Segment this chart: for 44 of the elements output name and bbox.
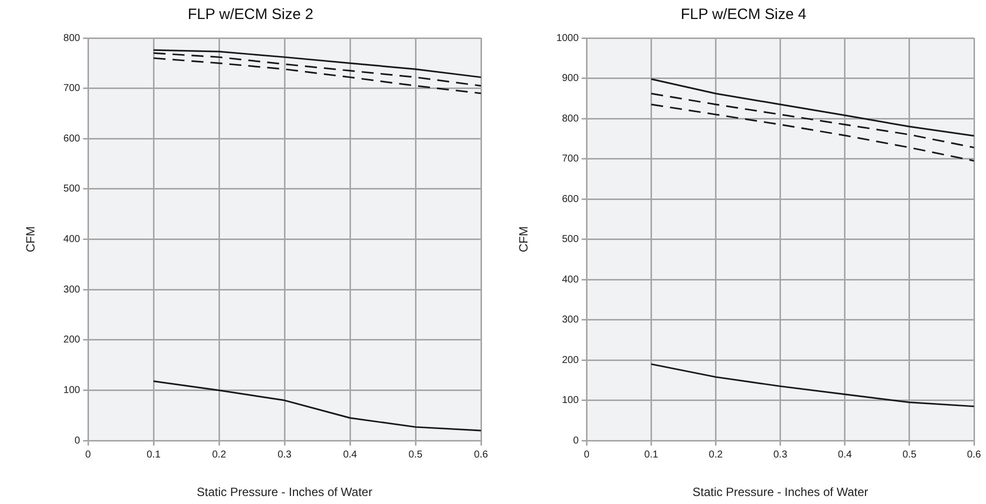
x-tick-label: 0 [85,449,92,460]
y-tick-label: 600 [63,133,81,144]
x-tick-label: 0 [584,449,590,460]
chart-title: FLP w/ECM Size 2 [188,6,314,24]
y-tick-label: 900 [562,73,580,84]
y-tick-label: 100 [63,385,81,396]
y-tick-label: 800 [562,113,580,124]
y-tick-label: 800 [63,32,81,44]
x-tick-label: 0.6 [474,449,488,460]
x-tick-label: 0.3 [773,449,788,460]
y-tick-label: 400 [562,274,580,286]
y-axis-title: CFM [516,226,531,252]
x-tick-label: 0.2 [708,449,724,460]
y-tick-label: 200 [562,354,580,366]
y-tick-label: 300 [63,284,81,296]
x-tick-label: 0.2 [212,449,226,460]
chart-title: FLP w/ECM Size 4 [680,6,806,24]
x-tick-label: 0.5 [902,449,917,460]
x-tick-label: 0.5 [408,449,423,460]
y-tick-label: 500 [63,184,81,195]
x-tick-label: 0.4 [838,449,852,460]
x-tick-label: 0.1 [146,449,161,460]
y-tick-label: 300 [562,314,580,326]
x-axis-title: Static Pressure - Inches of Water [196,485,372,500]
y-tick-label: 700 [63,83,81,94]
x-tick-label: 0.6 [967,449,982,460]
y-tick-label: 500 [562,234,580,246]
y-tick-label: 200 [63,334,81,346]
y-tick-label: 600 [562,194,580,205]
x-axis-title: Static Pressure - Inches of Water [692,485,868,500]
x-tick-label: 0.4 [343,449,358,460]
x-tick-label: 0.1 [644,449,659,460]
y-tick-label: 100 [562,395,580,406]
y-tick-label: 0 [74,435,81,446]
x-tick-label: 0.3 [278,449,292,460]
line-series [152,57,481,94]
y-tick-label: 700 [562,154,580,165]
line-series [650,92,974,148]
y-tick-label: 400 [63,234,81,246]
line-series [650,104,974,162]
line-series [152,52,481,87]
y-tick-label: 1000 [556,32,580,44]
y-tick-label: 0 [573,435,580,446]
y-axis-title: CFM [24,226,38,252]
